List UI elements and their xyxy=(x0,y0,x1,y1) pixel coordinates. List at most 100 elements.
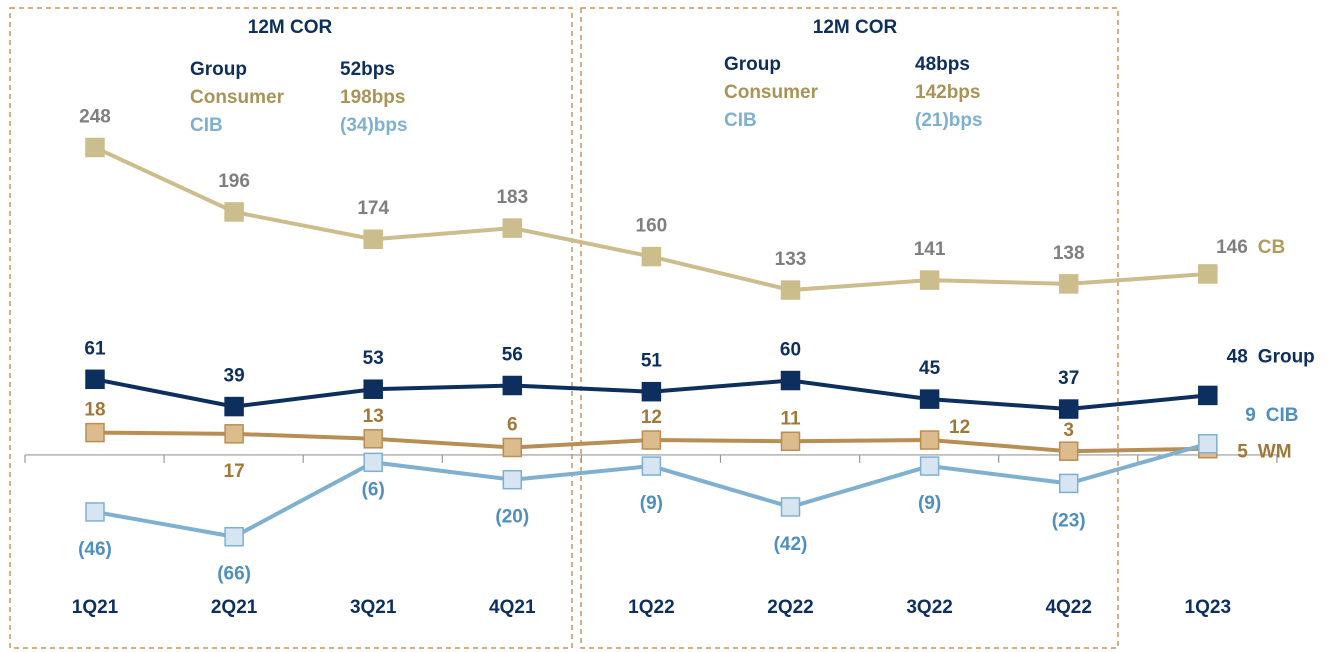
legend-entry: Group xyxy=(1258,346,1315,367)
period-box xyxy=(9,7,573,649)
marker xyxy=(780,431,801,452)
value-label: 53 xyxy=(363,348,384,369)
annotation-value: (34)bps xyxy=(340,115,408,136)
annotation-label: Consumer xyxy=(190,87,285,108)
annotation-title: 12M COR xyxy=(248,17,333,38)
marker xyxy=(1198,264,1218,284)
value-label: (42) xyxy=(774,534,808,555)
annotation-value: 48bps xyxy=(915,54,970,75)
annotation-label: CIB xyxy=(190,115,223,136)
value-label: 3 xyxy=(1063,420,1074,441)
value-label: 141 xyxy=(914,239,946,260)
value-label: 60 xyxy=(780,340,801,361)
value-label: 12 xyxy=(641,407,662,428)
marker xyxy=(1058,399,1079,419)
x-tick-label: 4Q21 xyxy=(489,597,536,618)
value-label: 12 xyxy=(949,417,970,438)
value-label: 51 xyxy=(641,351,663,372)
value-label: 48 xyxy=(1227,346,1248,367)
annotation-value: 52bps xyxy=(340,59,395,80)
value-label: (66) xyxy=(217,564,251,585)
annotation-value: 142bps xyxy=(915,82,980,103)
value-label: 146 xyxy=(1216,237,1248,258)
annotation-label: Group xyxy=(190,59,247,80)
marker xyxy=(919,389,940,409)
marker xyxy=(641,430,662,450)
marker xyxy=(85,422,105,443)
value-label: 5 xyxy=(1237,442,1248,463)
x-tick-label: 1Q23 xyxy=(1185,597,1231,618)
value-label: 11 xyxy=(780,408,801,429)
marker xyxy=(224,396,244,417)
value-label: 13 xyxy=(363,406,384,427)
marker xyxy=(363,229,383,249)
value-label: 56 xyxy=(502,345,523,366)
annotation-title: 12M COR xyxy=(813,17,898,38)
value-label: 17 xyxy=(224,461,245,482)
marker xyxy=(502,437,523,458)
x-tick-label: 3Q21 xyxy=(350,597,397,618)
annotation-value: 198bps xyxy=(340,87,405,108)
value-label: 45 xyxy=(919,358,941,379)
marker xyxy=(224,202,244,222)
marker xyxy=(85,137,105,158)
marker xyxy=(780,280,801,300)
annotation-value: (21)bps xyxy=(915,110,983,131)
annotation-label: Consumer xyxy=(724,82,819,103)
marker xyxy=(363,452,383,473)
legend-entry: CB xyxy=(1258,237,1285,258)
value-label: 37 xyxy=(1058,368,1079,389)
value-label: (9) xyxy=(918,493,941,514)
marker xyxy=(1058,274,1079,294)
annotation-label: CIB xyxy=(724,110,757,131)
marker xyxy=(780,497,801,517)
period-box xyxy=(580,7,1119,649)
x-tick-label: 1Q22 xyxy=(628,597,674,618)
value-label: (6) xyxy=(362,479,385,500)
marker xyxy=(224,526,244,547)
value-label: 196 xyxy=(218,171,250,192)
value-label: (46) xyxy=(78,539,112,560)
value-label: (20) xyxy=(495,507,529,528)
value-label: 9 xyxy=(1245,405,1256,426)
value-label: 138 xyxy=(1053,243,1085,264)
marker xyxy=(1198,434,1218,454)
marker xyxy=(1198,385,1218,406)
value-label: 133 xyxy=(775,249,807,270)
marker xyxy=(502,469,523,490)
value-label: 183 xyxy=(496,187,528,208)
value-label: 18 xyxy=(84,400,105,421)
x-tick-label: 3Q22 xyxy=(906,597,952,618)
marker xyxy=(363,429,383,449)
legend-entry: CIB xyxy=(1266,405,1299,426)
marker xyxy=(502,218,523,238)
marker xyxy=(641,246,662,267)
value-label: 6 xyxy=(507,414,518,435)
marker xyxy=(1058,473,1079,494)
value-label: (23) xyxy=(1052,510,1086,531)
value-label: 174 xyxy=(357,198,389,219)
marker xyxy=(919,456,940,476)
marker xyxy=(919,430,940,450)
marker xyxy=(919,270,940,290)
x-tick-label: 4Q22 xyxy=(1045,597,1091,618)
marker xyxy=(641,381,662,402)
x-tick-label: 2Q22 xyxy=(767,597,813,618)
marker xyxy=(85,502,105,522)
x-tick-label: 2Q21 xyxy=(211,597,258,618)
marker xyxy=(363,379,383,399)
marker xyxy=(641,456,662,476)
value-label: 39 xyxy=(224,366,245,387)
annotation-label: Group xyxy=(724,54,781,75)
legend-entry: WM xyxy=(1258,442,1292,463)
marker xyxy=(224,424,244,444)
value-label: 61 xyxy=(84,338,106,359)
value-label: 248 xyxy=(79,107,111,128)
x-tick-label: 1Q21 xyxy=(72,597,119,618)
value-label: (9) xyxy=(640,493,663,514)
marker xyxy=(85,369,105,390)
marker xyxy=(502,375,523,396)
value-label: 160 xyxy=(636,216,668,237)
marker xyxy=(780,370,801,391)
